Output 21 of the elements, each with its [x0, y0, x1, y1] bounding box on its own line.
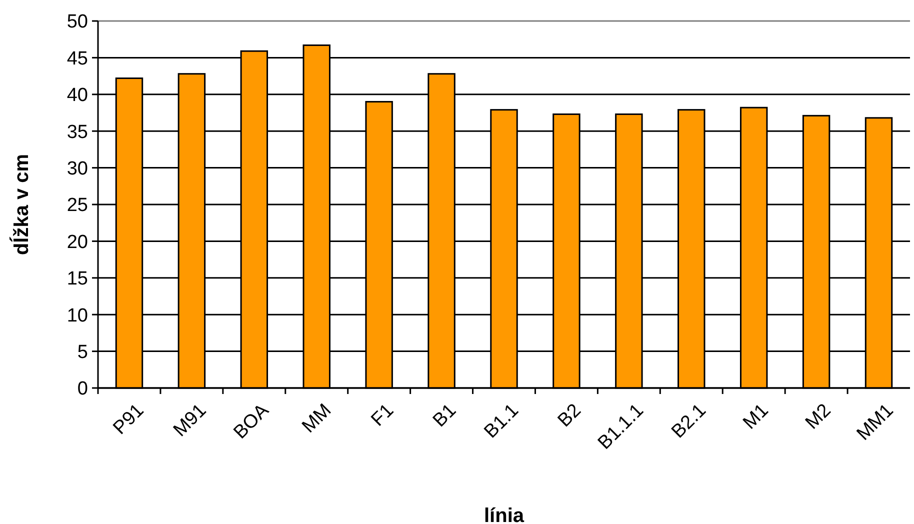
- x-tick-label: MM: [298, 400, 336, 438]
- y-tick-label: 45: [66, 48, 88, 70]
- y-tick-label: 5: [77, 342, 88, 363]
- y-tick-label: 25: [66, 195, 88, 216]
- y-tick-label: 15: [66, 268, 88, 290]
- y-tick-label: 30: [66, 158, 88, 180]
- y-tick-label: 50: [66, 12, 88, 33]
- x-tick-label: P91: [109, 400, 148, 439]
- y-tick-label: 35: [66, 122, 88, 143]
- x-tick-label: F1: [367, 400, 398, 431]
- x-tick-label: B2: [554, 400, 586, 432]
- y-tick-label: 20: [66, 232, 88, 253]
- y-tick-label: 10: [66, 305, 88, 326]
- y-axis-title: dĺžka v cm: [9, 154, 33, 256]
- x-tick-label: M2: [802, 400, 836, 434]
- y-tick-label: 40: [66, 85, 88, 106]
- x-tick-label: B1: [429, 400, 460, 432]
- y-tick-label: 0: [77, 378, 88, 400]
- x-axis-title: línia: [484, 505, 525, 524]
- x-tick-label: M1: [739, 400, 773, 434]
- x-tick-label: M91: [170, 400, 211, 442]
